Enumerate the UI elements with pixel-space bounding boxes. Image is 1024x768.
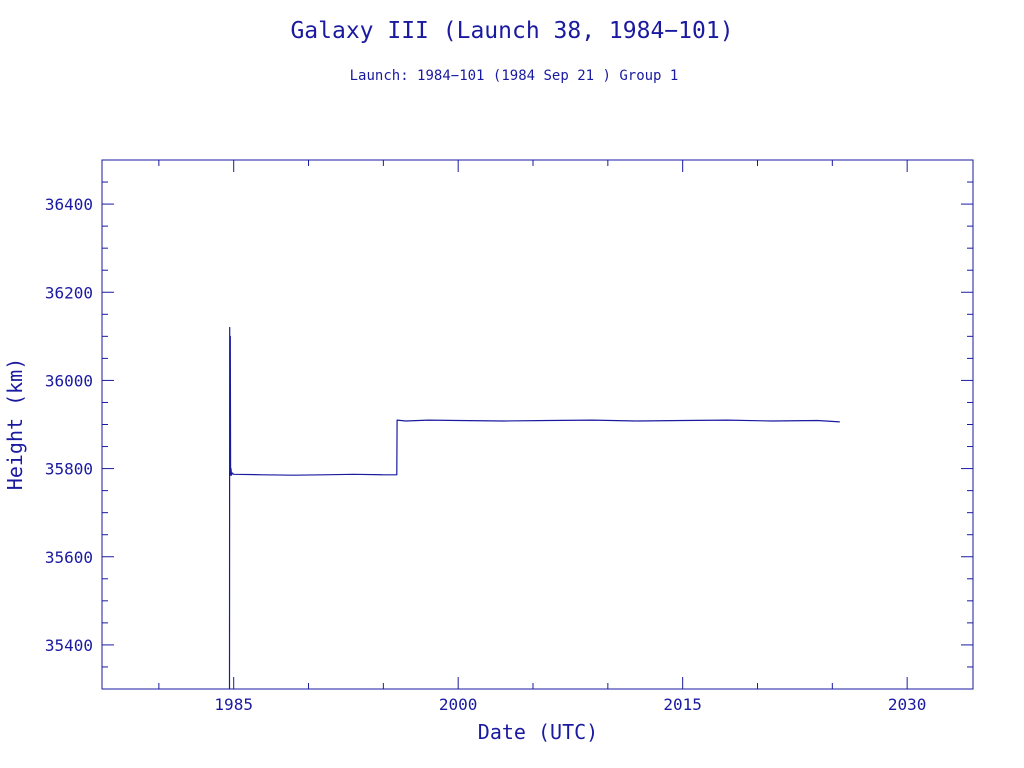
x-tick-label: 1985	[214, 695, 253, 714]
x-tick-label: 2000	[439, 695, 478, 714]
y-tick-label: 36200	[45, 283, 93, 302]
y-tick-label: 35800	[45, 460, 93, 479]
axis-ticks	[102, 160, 973, 689]
y-tick-label: 35600	[45, 548, 93, 567]
chart-subtitle: Launch: 1984−101 (1984 Sep 21 ) Group 1	[350, 68, 679, 84]
x-tick-label: 2030	[888, 695, 927, 714]
y-tick-label: 36400	[45, 195, 93, 214]
x-tick-label: 2015	[663, 695, 702, 714]
data-series	[228, 326, 840, 690]
height-series-line	[228, 326, 840, 690]
y-tick-labels: 35400 35600 35800 36000 36200 36400	[45, 195, 93, 655]
y-tick-label: 35400	[45, 636, 93, 655]
y-tick-label: 36000	[45, 371, 93, 390]
y-axis-label: Height (km)	[3, 358, 27, 490]
x-tick-labels: 1985 2000 2015 2030	[214, 695, 926, 714]
chart-title: Galaxy III (Launch 38, 1984−101)	[290, 18, 733, 44]
x-axis-label: Date (UTC)	[478, 720, 598, 744]
plot-frame	[101, 159, 974, 690]
